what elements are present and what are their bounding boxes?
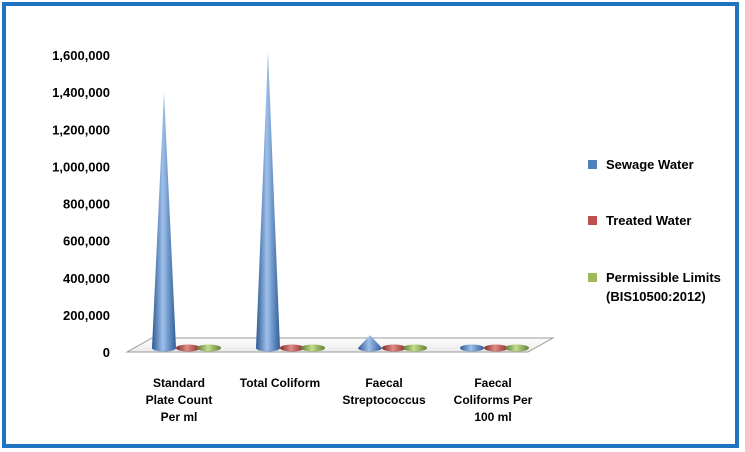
y-tick-label: 600,000 [63, 234, 110, 249]
legend: Sewage Water Treated Water Permissible Lim… [588, 157, 721, 304]
cone-bar [301, 344, 325, 352]
x-tick-label: Faecal Coliforms Per 100 ml [454, 376, 533, 424]
cone-bar [382, 344, 406, 352]
axes-layer: 0 200,000 400,000 600,000 800,000 1,000,000 1,… [52, 48, 555, 424]
y-tick-label: 1,600,000 [52, 48, 110, 63]
y-tick-label: 1,000,000 [52, 159, 110, 174]
chart-frame [2, 2, 739, 448]
cone-bar [403, 344, 427, 352]
legend-swatch [588, 216, 597, 225]
cone-bar [280, 344, 304, 352]
cone-bar [152, 92, 176, 352]
cone-bar [505, 344, 529, 352]
cone-bar [460, 344, 484, 352]
x-tick-label: Faecal Streptococcus [342, 376, 426, 407]
y-tick-label: 400,000 [63, 271, 110, 286]
legend-swatch [588, 273, 597, 282]
cone-bar [197, 344, 221, 352]
legend-item: Permissible Limits (BIS10500:2012) [588, 270, 721, 304]
y-tick-label: 200,000 [63, 308, 110, 323]
cone-bar [358, 335, 382, 352]
y-tick-label: 0 [103, 345, 110, 360]
chart-floor [125, 337, 555, 353]
cone-bar [256, 51, 280, 352]
x-tick-label: Total Coliform [240, 376, 320, 390]
cone-bar [176, 344, 200, 352]
legend-item: Treated Water [588, 213, 692, 228]
x-tick-label: Standard Plate Count Per ml [146, 376, 213, 424]
y-tick-label: 1,400,000 [52, 85, 110, 100]
legend-label: Treated Water [606, 213, 692, 228]
cone-bar [484, 344, 508, 352]
marks-layer [152, 51, 529, 352]
legend-label: Permissible Limits (BIS10500:2012) [606, 270, 721, 304]
legend-label: Sewage Water [606, 157, 694, 172]
y-tick-label: 1,200,000 [52, 122, 110, 137]
y-tick-label: 800,000 [63, 197, 110, 212]
legend-swatch [588, 160, 597, 169]
legend-item: Sewage Water [588, 157, 694, 172]
